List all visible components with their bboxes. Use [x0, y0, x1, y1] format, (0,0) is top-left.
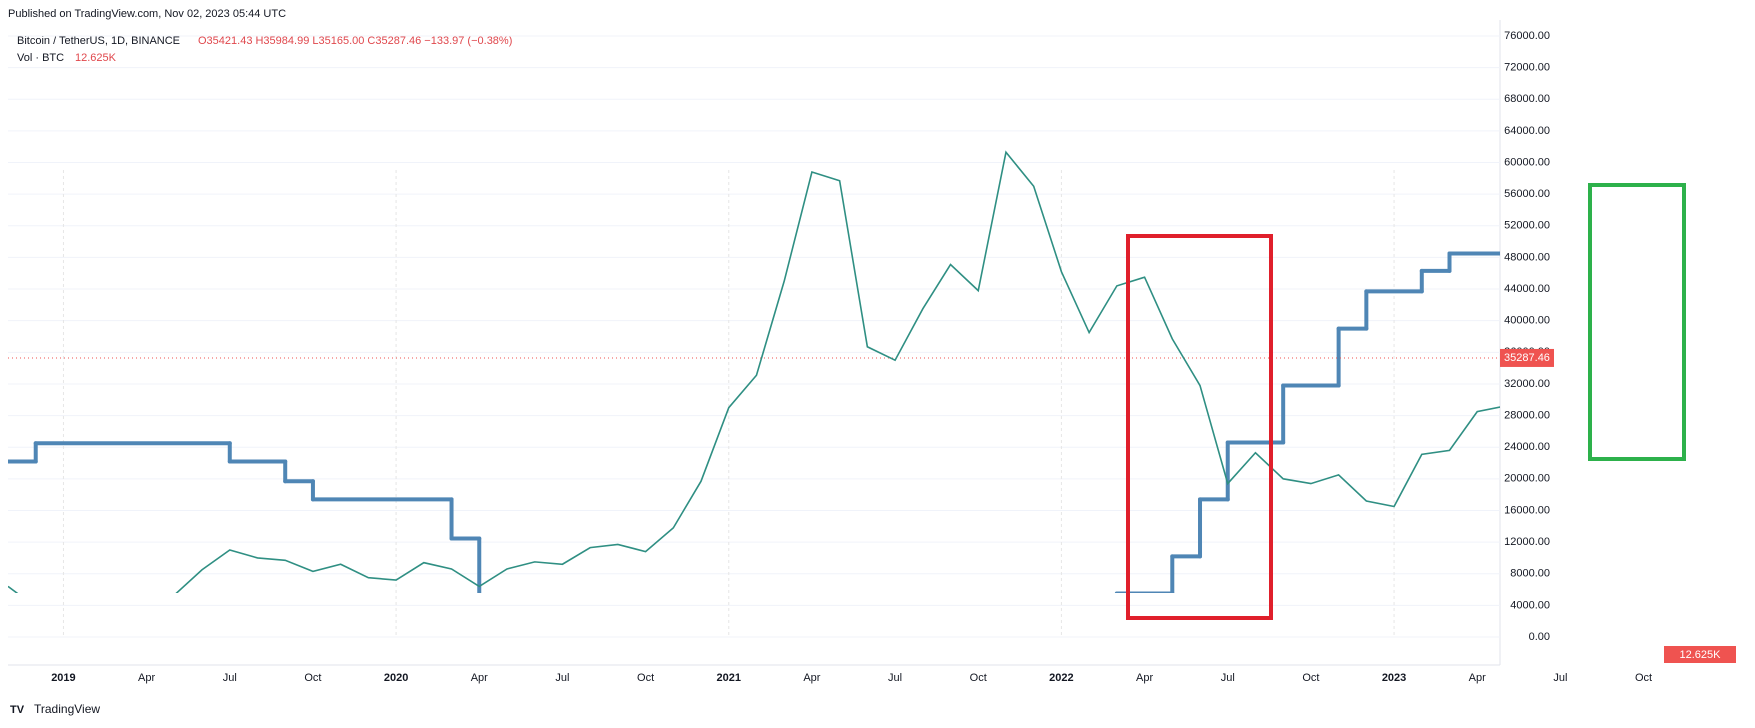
axes: 0.00 4000.00 8000.00 12000.00 16000.00 20000.… — [51, 30, 1652, 684]
y-tick-label: 16000.00 — [1504, 504, 1550, 516]
brand-logo: TV — [10, 704, 25, 716]
x-tick-label: Oct — [637, 672, 654, 684]
y-tick-label: 64000.00 — [1504, 125, 1550, 137]
y-tick-label: 56000.00 — [1504, 188, 1550, 200]
highlight-box-green — [1588, 183, 1686, 461]
x-tick-label: Apr — [803, 672, 820, 684]
x-tick-label: Apr — [138, 672, 155, 684]
published-note: Published on TradingView.com, Nov 02, 20… — [8, 8, 286, 20]
y-tick-label: 20000.00 — [1504, 473, 1550, 485]
ohlc-values: O35421.43 H35984.99 L35165.00 C35287.46 … — [198, 35, 512, 47]
y-tick-label: 40000.00 — [1504, 315, 1550, 327]
last-price-label: 35287.46 — [1504, 352, 1550, 364]
volume-badge-label: 12.625K — [1680, 649, 1722, 661]
y-tick-label: 8000.00 — [1510, 568, 1550, 580]
last-price-badge — [1500, 348, 1554, 367]
x-tick-label: Apr — [1136, 672, 1153, 684]
x-tick-label: Oct — [970, 672, 987, 684]
chart-title: Bitcoin / TetherUS, 1D, BINANCE — [17, 35, 180, 47]
x-tick-label: Jul — [555, 672, 569, 684]
x-tick-label: Apr — [1469, 672, 1486, 684]
y-tick-label: 32000.00 — [1504, 378, 1550, 390]
y-tick-label: 52000.00 — [1504, 220, 1550, 232]
price-line — [8, 150, 1500, 593]
y-tick-label: 12000.00 — [1504, 536, 1550, 548]
x-tick-label: Jul — [888, 672, 902, 684]
y-tick-label: 72000.00 — [1504, 62, 1550, 74]
brand: TradingView — [34, 702, 100, 716]
x-tick-label: Oct — [1635, 672, 1652, 684]
x-tick-label: 2022 — [1049, 672, 1073, 684]
x-tick-label: Apr — [471, 672, 488, 684]
x-tick-label: 2023 — [1382, 672, 1406, 684]
y-tick-label: 76000.00 — [1504, 30, 1550, 42]
x-tick-label: 2019 — [51, 672, 75, 684]
x-tick-label: Oct — [304, 672, 321, 684]
volume-badge — [1664, 646, 1736, 663]
y-tick-label: 0.00 — [1529, 631, 1550, 643]
x-tick-label: Oct — [1302, 672, 1319, 684]
plot-area — [8, 150, 1500, 593]
y-tick-label: 24000.00 — [1504, 441, 1550, 453]
x-tick-label: Jul — [1221, 672, 1235, 684]
highlight-box-red — [1126, 234, 1273, 620]
x-tick-label: Jul — [223, 672, 237, 684]
y-tick-label: 4000.00 — [1510, 599, 1550, 611]
y-tick-label: 68000.00 — [1504, 93, 1550, 105]
x-tick-label: Jul — [1553, 672, 1567, 684]
grid — [8, 35, 1500, 638]
x-tick-label: 2021 — [717, 672, 741, 684]
y-tick-label: 28000.00 — [1504, 409, 1550, 421]
volume-value: 12.625K — [75, 52, 117, 64]
volume-title: Vol · BTC — [17, 52, 64, 64]
x-tick-label: 2020 — [384, 672, 408, 684]
y-tick-label: 44000.00 — [1504, 283, 1550, 295]
y-tick-label: 60000.00 — [1504, 156, 1550, 168]
y-tick-label: 48000.00 — [1504, 251, 1550, 263]
